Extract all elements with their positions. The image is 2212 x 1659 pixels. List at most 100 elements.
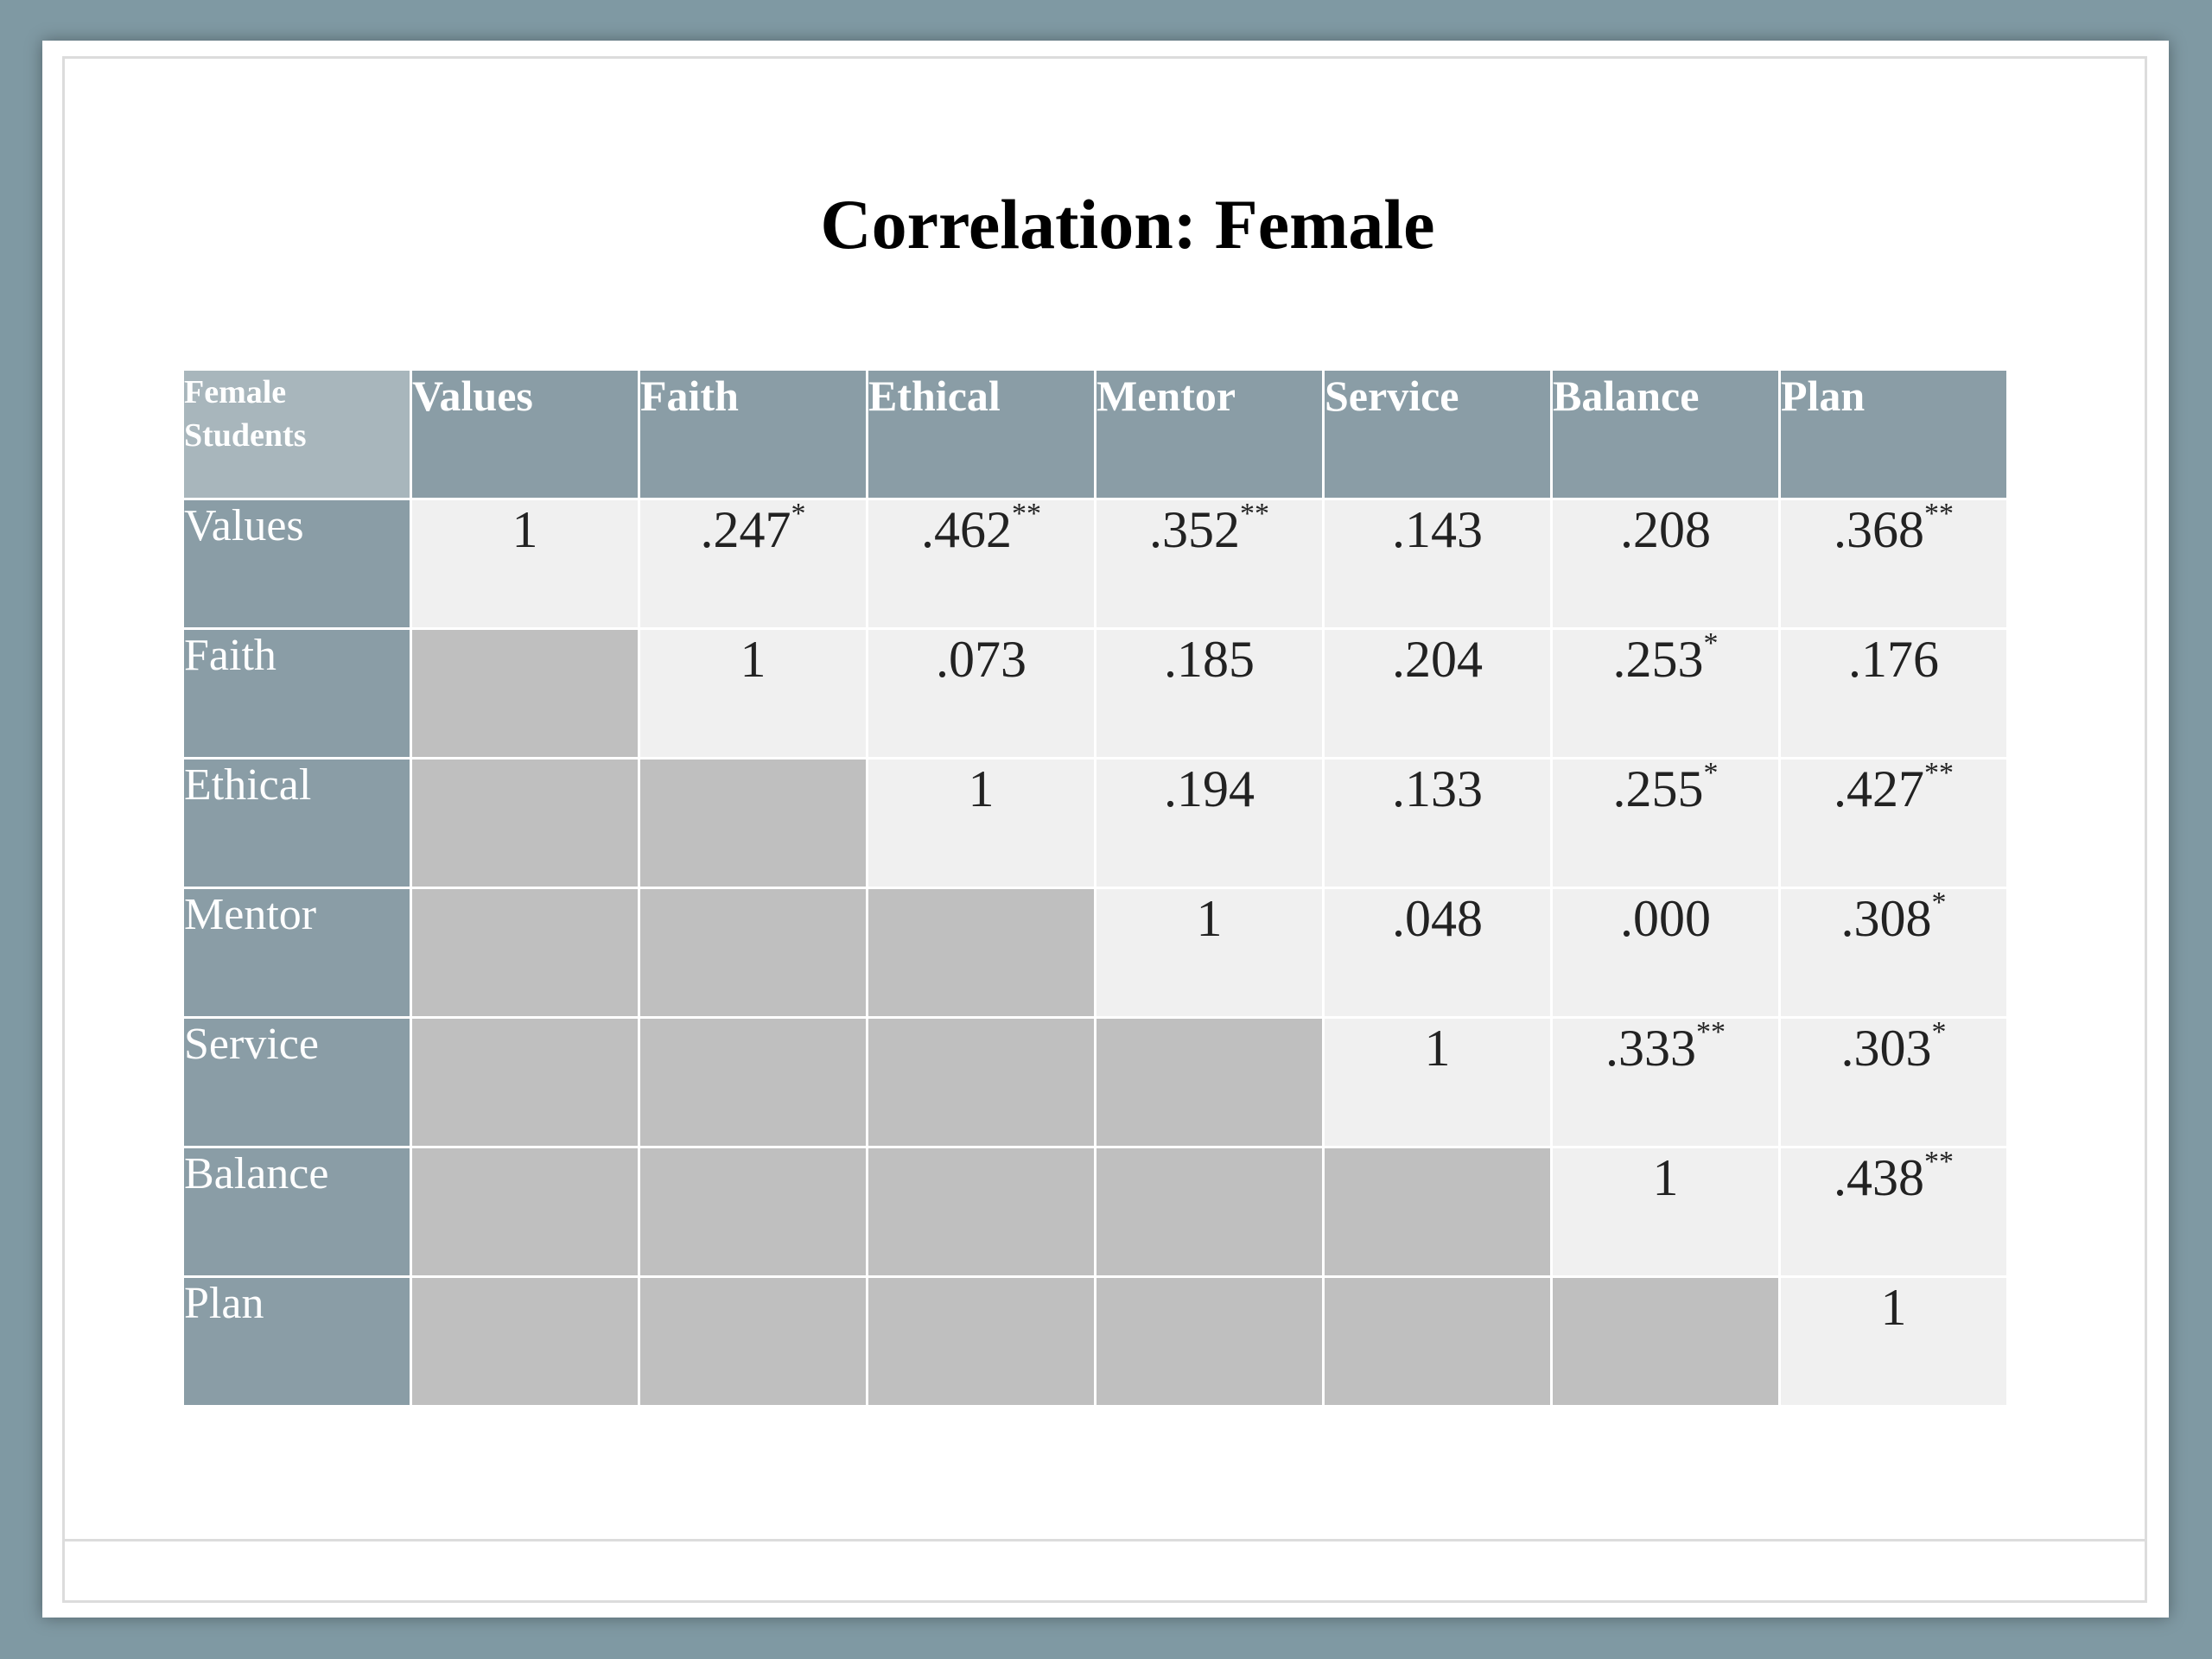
empty-cell (1094, 1016, 1325, 1148)
empty-cell (866, 1016, 1096, 1148)
correlation-cell: .253* (1550, 627, 1781, 760)
correlation-value: .176 (1848, 631, 1939, 688)
correlation-cell: .204 (1322, 627, 1553, 760)
correlation-cell: .133 (1322, 757, 1553, 889)
row-header-balance: Balance (181, 1146, 412, 1278)
correlation-cell: 1 (866, 757, 1096, 889)
correlation-value: .303 (1840, 1020, 1932, 1077)
significance-marker: * (1931, 887, 1947, 918)
correlation-cell: .368** (1778, 498, 2009, 630)
significance-marker: * (791, 498, 806, 530)
correlation-cell: .048 (1322, 887, 1553, 1019)
correlation-value: .000 (1620, 890, 1711, 947)
correlation-cell: .000 (1550, 887, 1781, 1019)
correlation-cell: 1 (410, 498, 640, 630)
empty-cell (1550, 1275, 1781, 1408)
correlation-cell: .427** (1778, 757, 2009, 889)
correlation-value: 1 (1196, 890, 1223, 947)
empty-cell (1094, 1275, 1325, 1408)
significance-marker: ** (1240, 498, 1269, 530)
correlation-cell: 1 (638, 627, 868, 760)
correlation-value: .462 (921, 501, 1012, 558)
correlation-value: .352 (1149, 501, 1240, 558)
empty-cell (638, 757, 868, 889)
correlation-cell: .308* (1778, 887, 2009, 1019)
empty-cell (638, 887, 868, 1019)
correlation-cell: 1 (1094, 887, 1325, 1019)
correlation-value: 1 (968, 760, 995, 817)
correlation-cell: .462** (866, 498, 1096, 630)
row-header-values: Values (181, 498, 412, 630)
correlation-value: .133 (1392, 760, 1483, 817)
corner-header-line2: Students (184, 417, 307, 454)
correlation-cell: .073 (866, 627, 1096, 760)
column-header-service: Service (1322, 368, 1553, 500)
table-row: Plan 1 (181, 1275, 2009, 1408)
slide-frame (62, 56, 2147, 1603)
correlation-cell: .438** (1778, 1146, 2009, 1278)
corner-header-line1: Female (184, 374, 287, 410)
correlation-value: .333 (1605, 1020, 1696, 1077)
empty-cell (410, 887, 640, 1019)
column-header-plan: Plan (1778, 368, 2009, 500)
empty-cell (410, 627, 640, 760)
empty-cell (1322, 1275, 1553, 1408)
column-header-mentor: Mentor (1094, 368, 1325, 500)
correlation-value: .208 (1620, 501, 1711, 558)
correlation-value: 1 (1424, 1020, 1451, 1077)
correlation-cell: .185 (1094, 627, 1325, 760)
correlation-value: .185 (1164, 631, 1255, 688)
correlation-value: .247 (700, 501, 791, 558)
empty-cell (866, 1275, 1096, 1408)
footer-divider (62, 1539, 2147, 1541)
column-header-ethical: Ethical (866, 368, 1096, 500)
correlation-value: .143 (1392, 501, 1483, 558)
empty-cell (638, 1275, 868, 1408)
column-header-balance: Balance (1550, 368, 1781, 500)
table-header-row: Female Students Values Faith Ethical Mentor… (181, 368, 2009, 500)
correlation-value: 1 (512, 501, 538, 558)
empty-cell (866, 1146, 1096, 1278)
empty-cell (866, 887, 1096, 1019)
correlation-cell: .176 (1778, 627, 2009, 760)
significance-marker: ** (1012, 498, 1041, 530)
slide-title: Correlation: Female (820, 185, 1435, 264)
correlation-cell: .194 (1094, 757, 1325, 889)
table-row: Ethical 1.194.133.255* .427** (181, 757, 2009, 889)
empty-cell (1094, 1146, 1325, 1278)
row-header-ethical: Ethical (181, 757, 412, 889)
empty-cell (410, 1275, 640, 1408)
table-row: Values 1.247* .462** .352** .143.208.368** (181, 498, 2009, 630)
significance-marker: ** (1924, 757, 1954, 789)
row-header-service: Service (181, 1016, 412, 1148)
correlation-value: .048 (1392, 890, 1483, 947)
correlation-value: .073 (936, 631, 1027, 688)
significance-marker: * (1703, 757, 1719, 789)
empty-cell (638, 1146, 868, 1278)
correlation-cell: .333** (1550, 1016, 1781, 1148)
correlation-cell: 1 (1550, 1146, 1781, 1278)
correlation-value: .368 (1834, 501, 1924, 558)
empty-cell (410, 757, 640, 889)
correlation-value: .308 (1840, 890, 1932, 947)
correlation-value: .204 (1392, 631, 1483, 688)
significance-marker: * (1931, 1016, 1947, 1048)
correlation-cell: .143 (1322, 498, 1553, 630)
correlation-cell: .255* (1550, 757, 1781, 889)
table-row: Service 1.333** .303* (181, 1016, 2009, 1148)
row-header-mentor: Mentor (181, 887, 412, 1019)
correlation-cell: .303* (1778, 1016, 2009, 1148)
empty-cell (410, 1146, 640, 1278)
significance-marker: ** (1696, 1016, 1726, 1048)
table-row: Faith 1 .073 .185 .204 .253* .176 (181, 627, 2009, 760)
empty-cell (410, 1016, 640, 1148)
correlation-value: 1 (1880, 1279, 1907, 1336)
correlation-cell: .352** (1094, 498, 1325, 630)
significance-marker: ** (1924, 498, 1954, 530)
significance-marker: * (1703, 627, 1719, 659)
correlation-value: .438 (1834, 1149, 1924, 1206)
correlation-value: .427 (1834, 760, 1924, 817)
row-header-plan: Plan (181, 1275, 412, 1408)
empty-cell (1322, 1146, 1553, 1278)
correlation-table: Female Students Values Faith Ethical Mentor… (181, 368, 2009, 1408)
